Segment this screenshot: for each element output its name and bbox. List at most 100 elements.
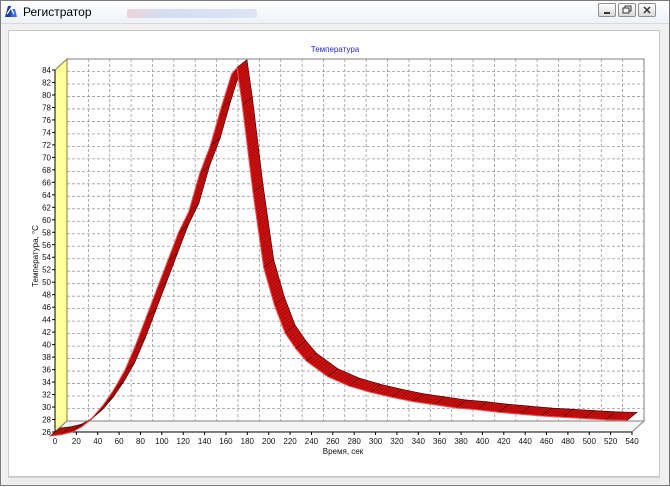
series-ribbon-hatch [532,407,543,416]
series-ribbon-hatch [474,401,485,410]
x-tick-label: 120 [177,437,191,446]
x-tick-label: 520 [604,437,618,446]
series-ribbon-hatch [254,199,266,208]
series-ribbon-hatch [198,168,209,177]
series-ribbon-hatch [152,292,163,301]
series-ribbon-hatch [151,295,162,304]
series-ribbon-hatch [150,297,161,307]
series-ribbon-hatch [247,139,258,148]
y-tick-label: 74 [42,128,51,137]
series-ribbon-hatch [297,342,309,352]
series-ribbon-hatch [269,279,280,288]
y-tick-label: 50 [42,278,51,287]
y-tick-label: 36 [42,366,51,375]
chart-title: Температура [311,45,360,54]
series-ribbon-hatch [248,145,259,154]
series-ribbon-hatch [211,131,223,141]
y-tick-label: 82 [42,78,51,87]
series-ribbon-hatch [259,232,271,241]
series-ribbon-hatch [553,408,564,417]
series-ribbon-hatch [293,337,305,347]
series-ribbon-hatch [483,402,494,411]
series-ribbon-hatch [452,399,464,408]
minimize-button[interactable] [598,3,616,17]
series-ribbon-hatch [166,255,177,265]
series-ribbon-hatch [193,185,204,195]
series-ribbon-hatch [172,239,184,248]
title-bar[interactable]: Регистратор [1,1,669,24]
x-tick-label: 0 [53,437,58,446]
series-ribbon-hatch [254,196,265,205]
series-ribbon-hatch [577,409,589,419]
x-tick-label: 360 [433,437,447,446]
series-ribbon-hatch [617,411,628,421]
series-ribbon-hatch [471,401,482,410]
series-ribbon-hatch [282,319,294,328]
series-ribbon-hatch [513,405,525,414]
series-ribbon-hatch [280,313,291,322]
series-ribbon-hatch [516,405,528,415]
series-ribbon-hatch [325,366,336,376]
series-ribbon-hatch [223,91,234,100]
series-ribbon-hatch [437,397,448,406]
series-ribbon-hatch [238,68,249,77]
series-ribbon-hatch [212,128,223,138]
series-ribbon-hatch [244,118,256,127]
series-ribbon-hatch [407,392,418,401]
series-ribbon-hatch [385,387,396,397]
series-ribbon-hatch [218,108,229,118]
series-ribbon-hatch [581,410,592,419]
series-ribbon-hatch [180,219,192,228]
restore-button[interactable] [618,3,636,17]
y-tick-label: 54 [42,253,51,262]
x-tick-label: 320 [390,437,404,446]
x-tick-label: 160 [219,437,233,446]
series-ribbon-hatch [596,411,607,420]
series-ribbon-hatch [246,133,257,142]
y-tick-label: 58 [42,228,51,237]
x-tick-label: 260 [326,437,340,446]
series-ribbon-hatch [179,222,190,231]
series-ribbon-hatch [173,236,185,245]
close-button[interactable] [638,3,656,17]
y-tick-label: 64 [42,191,51,200]
y-tick-label: 38 [42,353,51,362]
x-tick-label: 400 [476,437,490,446]
series-ribbon-hatch [249,160,261,169]
series-ribbon-hatch [623,412,635,421]
series-ribbon-hatch [257,214,268,223]
series-ribbon-hatch [106,391,118,400]
y-tick-label: 66 [42,178,51,187]
series-ribbon-hatch [57,426,69,436]
series-ribbon-hatch [237,62,248,71]
series-ribbon-hatch [559,408,570,418]
series-ribbon-hatch [134,340,145,349]
series-ribbon-hatch [416,393,427,403]
series-ribbon-hatch [117,375,128,385]
series-ribbon-hatch [599,411,610,420]
series-ribbon-hatch [149,300,160,310]
series-ribbon-hatch [330,369,341,379]
series-ribbon-hatch [105,393,116,403]
series-ribbon-hatch [259,229,270,238]
series-ribbon-hatch [130,348,141,357]
series-ribbon-hatch [335,372,346,381]
x-tick-label: 540 [625,437,639,446]
y-tick-label: 34 [42,378,51,387]
series-ribbon-hatch [253,190,265,199]
plot-floor [53,420,646,433]
series-ribbon-hatch [204,151,216,161]
series-ribbon-hatch [256,208,267,217]
series-ribbon-hatch [110,386,121,395]
series-ribbon-hatch [108,388,119,398]
series-ribbon-hatch [225,85,236,95]
series-ribbon-hatch [65,425,77,434]
series-ribbon-hatch [238,71,249,80]
series-ribbon-hatch [526,406,537,415]
series-ribbon-hatch [186,208,197,217]
series-ribbon-hatch [131,345,143,355]
y-tick-label: 68 [42,166,51,175]
series-ribbon-hatch [213,126,224,135]
y-tick-label: 30 [42,403,51,412]
